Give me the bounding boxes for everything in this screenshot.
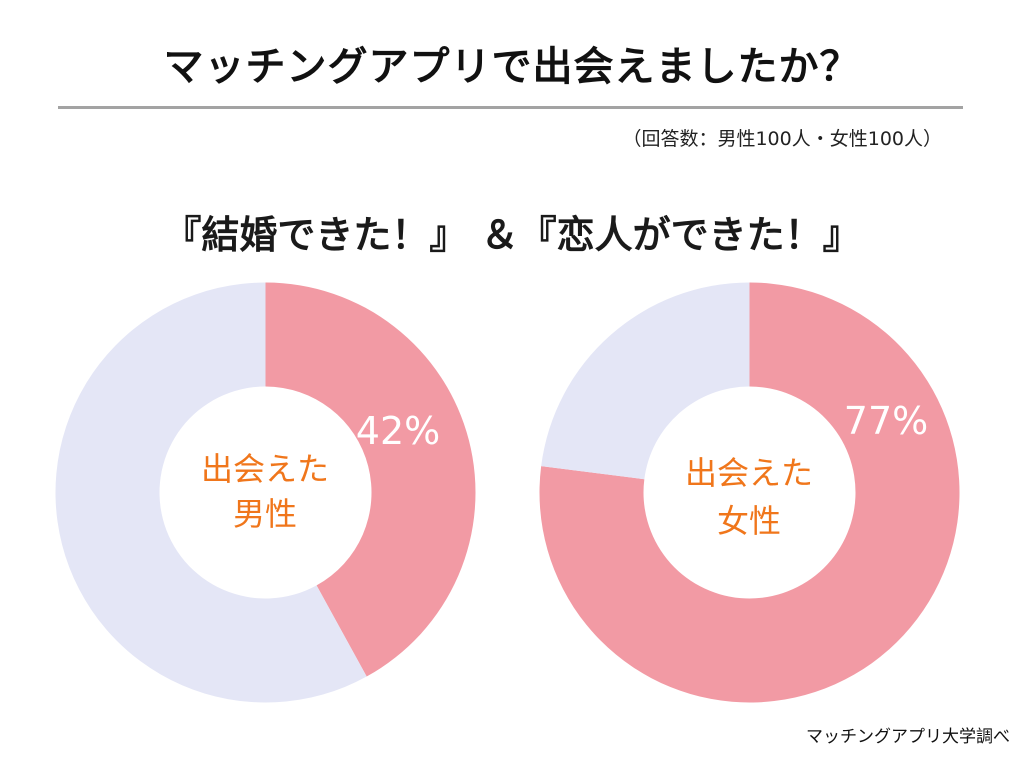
slice-met-men: [265, 282, 476, 677]
center-label-line1-men: 出会えた: [201, 450, 329, 488]
center-label-line1-women: 出会えた: [685, 454, 813, 492]
center-label-line2-men: 男性: [233, 495, 297, 533]
donut-chart-men: 42% 出会えた 男性: [55, 282, 476, 703]
value-label-women: 77%: [844, 399, 928, 443]
center-label-line2-women: 女性: [717, 502, 781, 540]
title-divider: [58, 106, 963, 109]
slice-not-met-men: [55, 282, 367, 703]
value-label-men: 42%: [356, 409, 440, 453]
page-title: マッチングアプリで出会えましたか？: [163, 44, 861, 90]
source-credit: マッチングアプリ大学調べ: [806, 727, 1010, 747]
respondent-note: （回答数：男性100人・女性100人）: [622, 128, 942, 150]
slice-met-women: [539, 282, 960, 703]
chart-subtitle: 『結婚できた！』 ＆『恋人ができた！』: [163, 213, 861, 257]
donut-chart-women: 77% 出会えた 女性: [539, 282, 960, 703]
slice-not-met-women: [541, 282, 750, 480]
